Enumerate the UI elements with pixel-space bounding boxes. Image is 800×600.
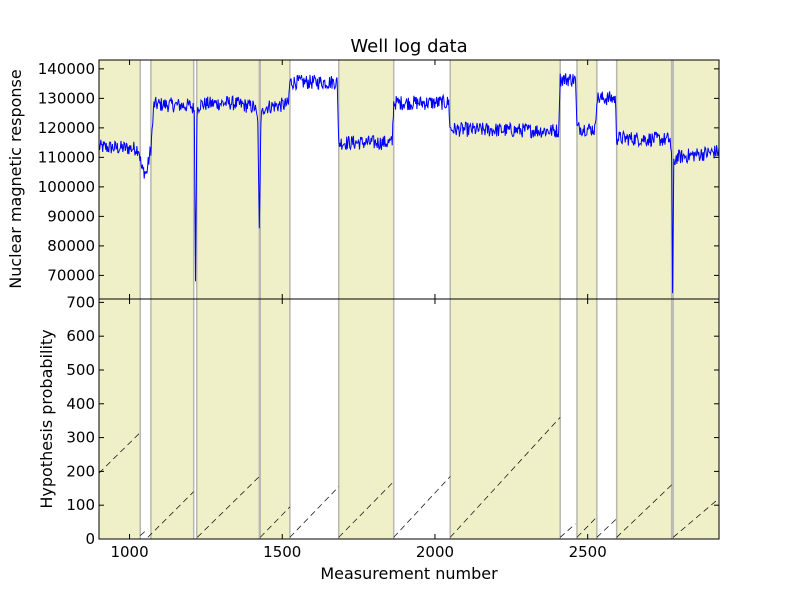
bottom-y-tick-label: 100 [66,496,95,514]
shaded-region [338,299,394,539]
bottom-y-tick-label: 500 [66,361,95,379]
shaded-region [616,60,672,299]
top-y-tick-label: 70000 [47,266,95,284]
bottom-y-tick-label: 700 [66,293,95,311]
top-y-tick-label: 110000 [38,148,95,166]
hypothesis-segment [596,518,617,538]
top-y-ticks: 70000 80000 90000 100000 110000 120000 130000 1… [38,60,719,284]
hypothesis-segment [393,476,451,538]
hypothesis-segment [289,486,340,538]
top-panel: 70000 80000 90000 100000 110000 120000 130000 1… [6,36,720,300]
bottom-y-tick-label: 200 [66,462,95,480]
chart-title: Well log data [350,36,467,57]
x-axis-label: Measurement number [320,564,498,583]
bottom-y-tick-label: 600 [66,327,95,345]
bottom-y-tick-label: 300 [66,429,95,447]
bottom-plot-frame [98,298,720,540]
bottom-x-tick-label: 2500 [569,543,607,561]
top-y-tick-label: 100000 [38,178,95,196]
bottom-y-tick-label: 400 [66,395,95,413]
hypothesis-segment [559,523,576,538]
hypothesis-segment [139,528,149,536]
shaded-region [576,299,597,539]
top-y-axis-label: Nuclear magnetic response [6,69,25,288]
hypothesis-segment [576,516,598,538]
shaded-region [450,299,561,539]
shaded-region [576,60,597,299]
top-y-tick-label: 120000 [38,119,95,137]
bottom-y-axis-label: Hypothesis probability [37,329,56,508]
shaded-region [196,299,260,539]
shaded-region [99,299,141,539]
bottom-x-tick-label: 2000 [416,543,454,561]
bottom-x-ticks: 1000 1500 2000 2500 [110,299,607,561]
shaded-region [150,299,194,539]
shaded-region [260,60,290,299]
hypothesis-segment [616,484,672,538]
hypothesis-segments [98,417,720,538]
shaded-region [616,299,672,539]
hypothesis-segment [147,491,194,538]
shaded-region [450,60,561,299]
shaded-region [260,299,290,539]
hypothesis-segment [449,417,561,538]
top-boundary-lines [139,60,674,299]
top-y-tick-label: 80000 [47,237,95,255]
shaded-region [150,60,194,299]
top-y-tick-label: 130000 [38,89,95,107]
bottom-x-tick-label: 1500 [263,543,301,561]
hypothesis-segment [338,481,394,538]
bottom-y-ticks: 0 100 200 300 400 500 600 700 [66,293,719,548]
bottom-boundary-lines [139,299,674,539]
top-y-tick-label: 140000 [38,60,95,78]
shaded-region [673,60,719,299]
bottom-shaded-regions [99,299,719,539]
shaded-region [673,299,719,539]
hypothesis-segment [260,506,291,538]
top-x-ticks [129,60,589,299]
bottom-x-tick-label: 1000 [110,543,148,561]
top-y-tick-label: 90000 [47,207,95,225]
hypothesis-segment [672,498,720,538]
nmr-series-line [98,73,720,294]
shaded-region [196,60,260,299]
shaded-region [338,60,394,299]
shaded-region [99,60,141,299]
bottom-y-tick-label: 0 [85,530,95,548]
hypothesis-segment [197,476,260,538]
